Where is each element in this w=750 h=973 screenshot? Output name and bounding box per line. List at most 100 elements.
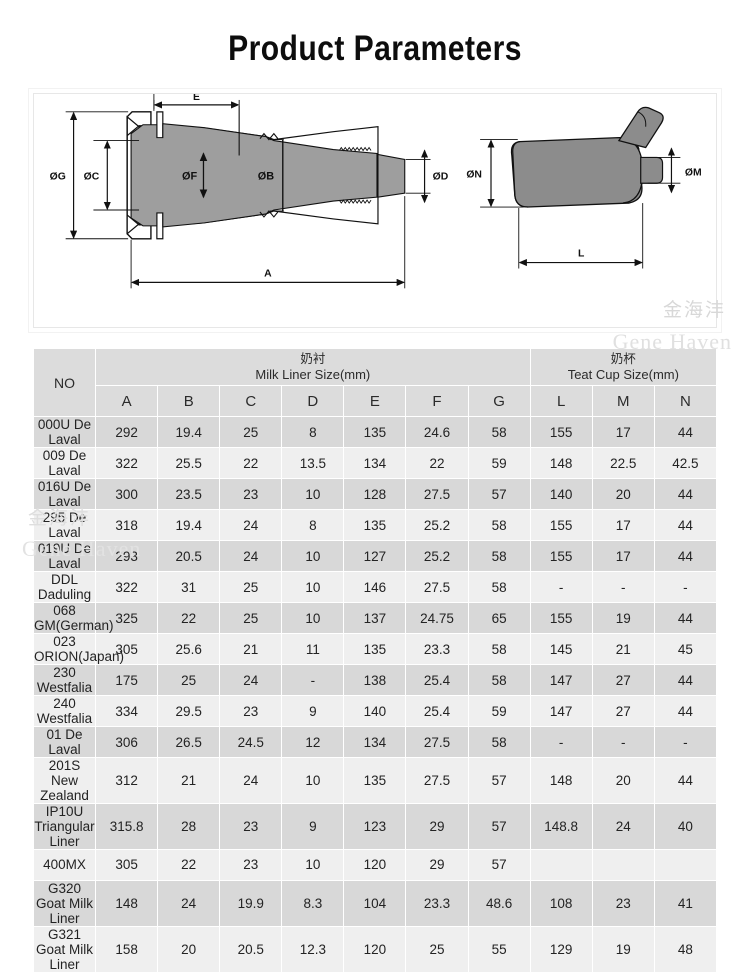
- cell-a: 312: [95, 757, 159, 804]
- cell-m: 19: [591, 925, 655, 973]
- table-row: 023 ORION(Japan) 305 25.6 21 11 135 23.3 58 145 2…: [32, 633, 718, 665]
- cell-g: 57: [467, 478, 531, 510]
- cell-n: 44: [653, 664, 718, 696]
- cell-f: 25.4: [405, 664, 469, 696]
- cell-c: 24.5: [219, 726, 283, 758]
- cell-f: 25: [405, 925, 469, 973]
- cell-b: 26.5: [157, 726, 221, 758]
- cell-a: 293: [95, 540, 159, 572]
- table-row: 009 De Laval 322 25.5 22 13.5 134 22 59 148 22.5 4…: [32, 447, 718, 479]
- cell-g: 58: [467, 509, 531, 541]
- cell-m: [591, 849, 655, 881]
- cell-no: 016U De Laval: [32, 478, 97, 510]
- cell-no: 023 ORION(Japan): [32, 633, 125, 665]
- cell-a: 325: [95, 602, 159, 634]
- cell-c: 25: [219, 416, 283, 448]
- cell-b: 22: [157, 849, 221, 881]
- cell-e: 104: [343, 879, 407, 927]
- cell-b: 19.4: [157, 509, 221, 541]
- cell-l: 155: [529, 540, 593, 572]
- label-OG: ØG: [50, 171, 66, 182]
- cell-n: 45: [653, 633, 718, 665]
- cell-n: 41: [653, 879, 718, 927]
- cell-l: [529, 849, 593, 881]
- cell-e: 135: [343, 509, 407, 541]
- header-col-b: B: [157, 385, 221, 417]
- cell-g: 58: [467, 633, 531, 665]
- header-col-f: F: [405, 385, 469, 417]
- cell-n: 44: [653, 416, 718, 448]
- cell-c: 24: [219, 509, 283, 541]
- cell-g: 58: [467, 416, 531, 448]
- cell-d: 12.3: [281, 925, 345, 973]
- page-title: Product Parameters: [228, 29, 522, 68]
- table-row: 01 De Laval 306 26.5 24.5 12 134 27.5 58- - -: [32, 726, 718, 758]
- label-OD: ØD: [433, 171, 449, 182]
- cell-m: 19: [591, 602, 655, 634]
- cell-b: 25.6: [157, 633, 221, 665]
- cell-d: 9: [281, 803, 345, 850]
- cell-a: 318: [95, 509, 159, 541]
- cell-c: 23: [219, 695, 283, 727]
- header-group-label-en: Teat Cup Size(mm): [567, 366, 679, 382]
- dimension-OC: ØC: [84, 140, 140, 211]
- header-col-e: E: [343, 385, 407, 417]
- cell-l: 155: [529, 602, 593, 634]
- cell-g: 59: [467, 447, 531, 479]
- table-row: 019U De Laval 293 20.5 24 10 127 25.2 58 155 17 44: [32, 540, 718, 572]
- cell-a: 175: [95, 664, 159, 696]
- cell-n: 44: [653, 478, 718, 510]
- cell-l: 140: [529, 478, 593, 510]
- cell-c: 25: [219, 571, 283, 603]
- cell-n: 44: [653, 757, 718, 804]
- table-header-group-row: NO 奶衬 Milk Liner Size(mm) 奶杯 Teat Cup Size(…: [32, 348, 718, 417]
- cell-e: 120: [343, 925, 407, 973]
- table-row: 068 GM(German) 325 22 25 10 137 24.75 65 155 19 44: [32, 602, 718, 634]
- cell-e: 135: [343, 416, 407, 448]
- table-row: DDL Daduling 322 31 25 10 146 27.5 58- - -: [32, 571, 718, 603]
- cell-g: 57: [467, 803, 531, 850]
- cell-e: 140: [343, 695, 407, 727]
- cell-c: 20.5: [219, 925, 283, 973]
- cell-c: 24: [219, 664, 283, 696]
- header-col-l: L: [529, 385, 593, 417]
- cell-d: 10: [281, 849, 345, 881]
- cell-g: 65: [467, 602, 531, 634]
- cell-c: 23: [219, 803, 283, 850]
- cell-f: 25.4: [405, 695, 469, 727]
- cell-f: 25.2: [405, 509, 469, 541]
- cell-no: 230 Westfalia: [32, 664, 97, 696]
- cell-g: 57: [467, 757, 531, 804]
- header-col-n: N: [653, 385, 718, 417]
- label-E: E: [193, 94, 200, 103]
- table-row: 230 Westfalia 175 25 24-138 25.4 58 147 27 44: [32, 664, 718, 696]
- cell-l: 129: [529, 925, 593, 973]
- cell-g: 58: [467, 726, 531, 758]
- cell-b: 29.5: [157, 695, 221, 727]
- cell-f: 23.3: [405, 879, 469, 927]
- cell-f: 27.5: [405, 571, 469, 603]
- table-row: 240 Westfalia 334 29.5 23 9 140 25.4 59 147 27 44: [32, 695, 718, 727]
- cell-e: 127: [343, 540, 407, 572]
- dimension-OD: ØD: [405, 149, 449, 204]
- table-body: 000U De Laval 292 19.4 25 8 135 24.6 58 155 17 44 0…: [32, 416, 718, 973]
- cell-n: 44: [653, 602, 718, 634]
- cell-c: 24: [219, 757, 283, 804]
- cell-a: 334: [95, 695, 159, 727]
- cell-d: 11: [281, 633, 345, 665]
- header-no: NO: [32, 348, 97, 417]
- cell-l: 147: [529, 664, 593, 696]
- header-col-d: D: [281, 385, 345, 417]
- cell-m: -: [591, 726, 655, 758]
- cell-f: 24.75: [405, 602, 469, 634]
- label-OM: ØM: [685, 167, 702, 178]
- cell-c: 24: [219, 540, 283, 572]
- label-A: A: [264, 268, 272, 279]
- table-row: 000U De Laval 292 19.4 25 8 135 24.6 58 155 17 44: [32, 416, 718, 448]
- cell-d: 10: [281, 571, 345, 603]
- cell-d: 10: [281, 478, 345, 510]
- cell-b: 25.5: [157, 447, 221, 479]
- cell-c: 21: [219, 633, 283, 665]
- cell-b: 25: [157, 664, 221, 696]
- cell-e: 134: [343, 726, 407, 758]
